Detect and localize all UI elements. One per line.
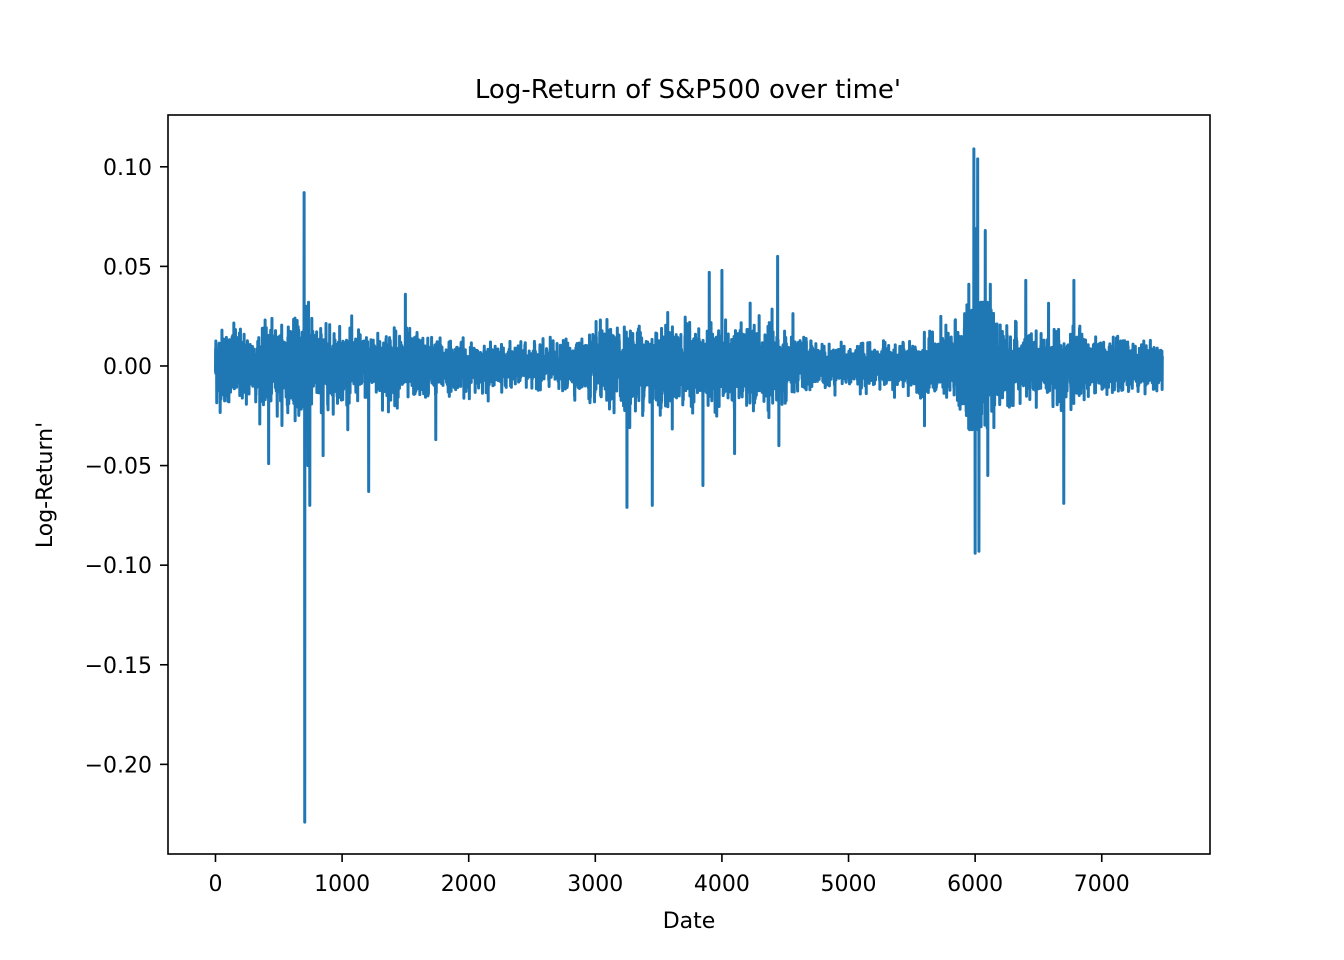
y-tick-label: −0.05 (85, 455, 152, 480)
series-line-log-return (213, 147, 1164, 824)
x-tick-label: 4000 (694, 872, 750, 897)
plot-frame (167, 114, 1211, 855)
x-tick-label: 1000 (314, 872, 370, 897)
x-tick-label: 7000 (1074, 872, 1130, 897)
x-tick-label: 2000 (441, 872, 497, 897)
x-tick-label: 6000 (947, 872, 1003, 897)
x-tick-label: 5000 (821, 872, 877, 897)
y-tick-label: 0.05 (103, 255, 152, 280)
x-tick-label: 0 (208, 872, 222, 897)
series-layer (213, 147, 1164, 824)
chart-title: Log-Return of S&P500 over time' (475, 75, 901, 105)
y-tick-label: −0.10 (85, 554, 152, 579)
x-tick-label: 3000 (567, 872, 623, 897)
y-tick-label: 0.00 (103, 355, 152, 380)
y-tick-label: 0.10 (103, 156, 152, 181)
y-axis-label: Log-Return' (33, 422, 58, 548)
y-tick-label: −0.15 (85, 654, 152, 679)
x-axis-label: Date (663, 909, 716, 934)
x-axis: 0 1000 2000 3000 4000 5000 6000 7000 (208, 854, 1130, 897)
y-axis: 0.10 0.05 0.00 −0.05 −0.10 −0.15 −0.20 (85, 156, 168, 778)
y-tick-label: −0.20 (85, 753, 152, 778)
